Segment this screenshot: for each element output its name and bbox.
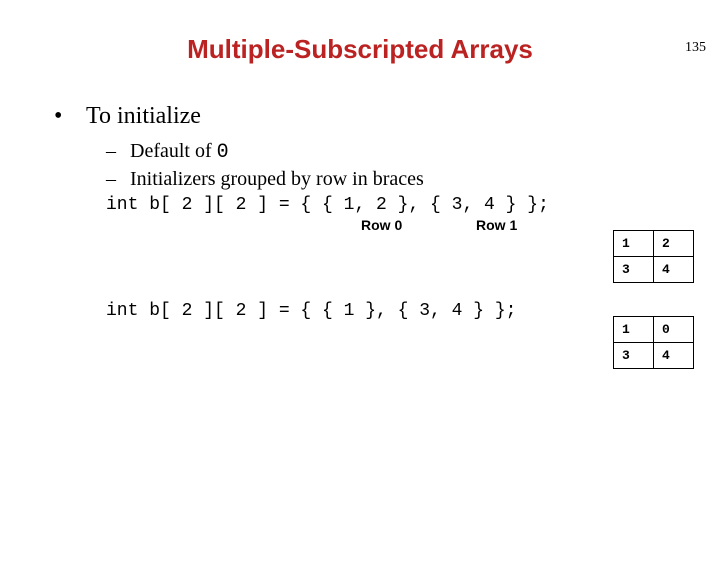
array-table-2: 1 0 3 4 [613,316,694,369]
bullet-main: • To initialize [54,103,720,130]
table-row: 3 4 [614,257,694,283]
table-row: 3 4 [614,343,694,369]
table-cell: 4 [654,257,694,283]
sub-bullet-text: Default of 0 [130,138,229,166]
text-before: Default of [130,140,217,162]
row1-label: Row 1 [476,217,517,233]
sub-bullet-list: – Default of 0 – Initializers grouped by… [106,138,720,193]
table-cell: 3 [614,257,654,283]
array-table-1: 1 2 3 4 [613,230,694,283]
slide-title: Multiple-Subscripted Arrays [0,34,720,65]
table-row: 1 2 [614,231,694,257]
table-cell: 3 [614,343,654,369]
dash-marker: – [106,138,130,165]
sub-bullet-1: – Default of 0 [106,138,720,166]
code-line-1: int b[ 2 ][ 2 ] = { { 1, 2 }, { 3, 4 } }… [106,195,720,215]
dash-marker: – [106,166,130,193]
page-number: 135 [685,40,706,56]
table-cell: 1 [614,317,654,343]
bullet-text: To initialize [86,103,201,130]
table-cell: 0 [654,317,694,343]
sub-bullet-text: Initializers grouped by row in braces [130,166,424,193]
table-cell: 4 [654,343,694,369]
sub-bullet-2: – Initializers grouped by row in braces [106,166,720,193]
table-cell: 1 [614,231,654,257]
bullet-marker: • [54,103,86,130]
inline-code: 0 [217,141,229,164]
row0-label: Row 0 [361,217,402,233]
content-area: • To initialize – Default of 0 – Initial… [54,103,720,321]
table-cell: 2 [654,231,694,257]
table-row: 1 0 [614,317,694,343]
